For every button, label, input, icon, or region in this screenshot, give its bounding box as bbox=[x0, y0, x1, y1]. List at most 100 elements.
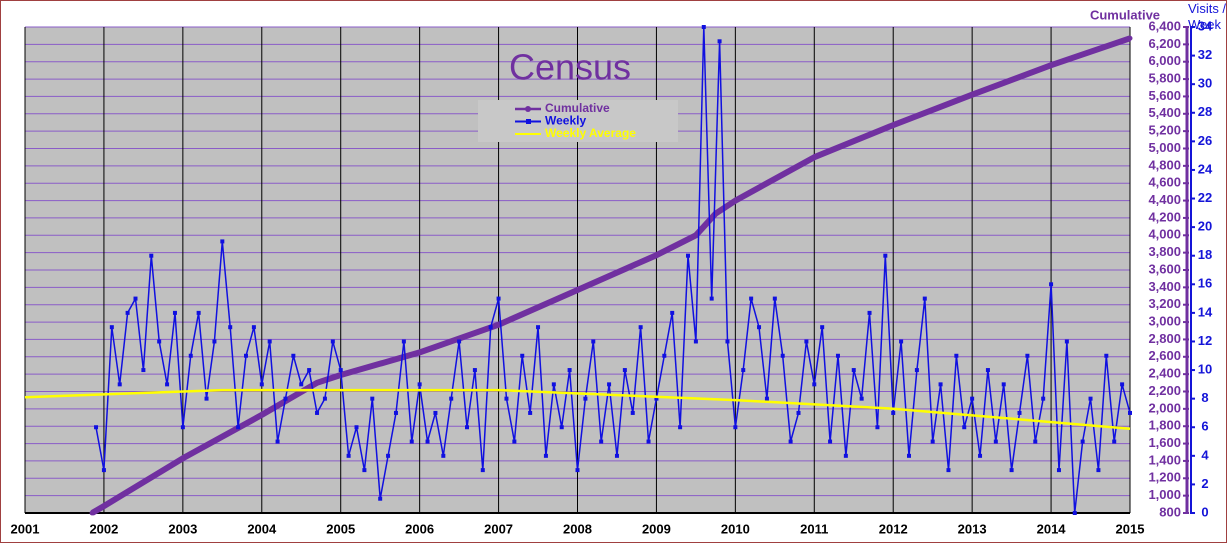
point bbox=[89, 510, 95, 516]
point bbox=[1080, 439, 1085, 444]
point bbox=[607, 382, 612, 387]
y2-tick-label: 20 bbox=[1198, 219, 1212, 234]
x-tick-label: 2004 bbox=[247, 521, 277, 536]
point bbox=[583, 396, 588, 401]
point bbox=[835, 353, 840, 358]
point bbox=[686, 253, 690, 258]
point bbox=[267, 339, 272, 344]
x-tick-label: 2005 bbox=[326, 521, 355, 536]
point bbox=[188, 353, 193, 358]
series-line bbox=[90, 35, 1131, 516]
y2-tick-label: 14 bbox=[1198, 304, 1213, 319]
point bbox=[638, 325, 643, 330]
point bbox=[101, 468, 106, 473]
point bbox=[417, 349, 423, 355]
point bbox=[141, 368, 146, 373]
point bbox=[543, 453, 548, 458]
point bbox=[970, 396, 975, 401]
point bbox=[275, 439, 280, 444]
point bbox=[512, 439, 517, 444]
point bbox=[875, 425, 880, 430]
point bbox=[212, 339, 217, 344]
point bbox=[536, 325, 541, 330]
x-tick-label: 2010 bbox=[721, 521, 750, 536]
point bbox=[654, 396, 659, 401]
point bbox=[259, 382, 264, 387]
legend-marker bbox=[525, 106, 531, 112]
point bbox=[622, 368, 627, 373]
y-tick-label: 1,000 bbox=[1148, 487, 1181, 502]
point bbox=[788, 439, 793, 444]
y2-tick-label: 12 bbox=[1198, 333, 1212, 348]
point bbox=[1041, 396, 1046, 401]
point bbox=[591, 339, 596, 344]
point bbox=[236, 425, 241, 430]
point bbox=[330, 339, 335, 344]
y2-tick-label: 22 bbox=[1198, 190, 1212, 205]
point bbox=[843, 453, 848, 458]
point bbox=[938, 382, 943, 387]
y-tick-label: 4,000 bbox=[1148, 227, 1181, 242]
point bbox=[978, 453, 983, 458]
y2-tick-label: 16 bbox=[1198, 276, 1212, 291]
point bbox=[346, 453, 351, 458]
point bbox=[733, 425, 738, 430]
point bbox=[362, 468, 367, 473]
legend-label: Weekly Average bbox=[545, 126, 636, 140]
x-tick-label: 2007 bbox=[484, 521, 513, 536]
y2-tick-label: 26 bbox=[1198, 133, 1212, 148]
point bbox=[741, 368, 746, 373]
point bbox=[259, 412, 265, 418]
y-tick-label: 5,800 bbox=[1148, 71, 1181, 86]
point bbox=[1033, 439, 1038, 444]
y-tick-label: 4,800 bbox=[1148, 157, 1181, 172]
point bbox=[804, 339, 809, 344]
point bbox=[299, 382, 304, 387]
point bbox=[283, 396, 288, 401]
point bbox=[220, 239, 225, 244]
x-tick-label: 2002 bbox=[89, 521, 118, 536]
point bbox=[157, 339, 162, 344]
point bbox=[496, 296, 501, 301]
point bbox=[614, 453, 619, 458]
point bbox=[315, 410, 320, 415]
point bbox=[653, 252, 659, 258]
point bbox=[812, 382, 817, 387]
y-tick-label: 3,200 bbox=[1148, 296, 1181, 311]
point bbox=[709, 296, 714, 301]
point bbox=[749, 296, 754, 301]
point bbox=[962, 425, 967, 430]
y-tick-label: 3,800 bbox=[1148, 244, 1181, 259]
point bbox=[867, 310, 872, 315]
point bbox=[851, 368, 856, 373]
point bbox=[425, 439, 430, 444]
point bbox=[693, 339, 698, 344]
point bbox=[251, 325, 256, 330]
y-tick-label: 800 bbox=[1159, 504, 1181, 519]
point bbox=[914, 368, 919, 373]
x-tick-label: 2003 bbox=[168, 521, 197, 536]
y-tick-label: 5,400 bbox=[1148, 105, 1181, 120]
point bbox=[1072, 511, 1077, 515]
point bbox=[907, 453, 911, 458]
point bbox=[599, 439, 604, 444]
y-tick-label: 5,200 bbox=[1148, 123, 1181, 138]
point bbox=[338, 368, 343, 373]
y-tick-label: 4,400 bbox=[1148, 192, 1181, 207]
x-tick-label: 2013 bbox=[958, 521, 987, 536]
point bbox=[433, 410, 438, 415]
point bbox=[1112, 439, 1117, 444]
x-tick-label: 2001 bbox=[11, 521, 40, 536]
point bbox=[1128, 410, 1132, 415]
point bbox=[409, 439, 414, 444]
y-tick-label: 2,600 bbox=[1148, 348, 1181, 363]
series-line bbox=[24, 388, 1131, 430]
y-tick-label: 1,600 bbox=[1148, 435, 1181, 450]
point bbox=[196, 310, 201, 315]
point bbox=[930, 439, 935, 444]
point bbox=[386, 453, 391, 458]
legend-label: Weekly bbox=[545, 114, 586, 128]
point bbox=[172, 310, 177, 315]
point bbox=[1009, 468, 1014, 473]
point bbox=[551, 382, 556, 387]
